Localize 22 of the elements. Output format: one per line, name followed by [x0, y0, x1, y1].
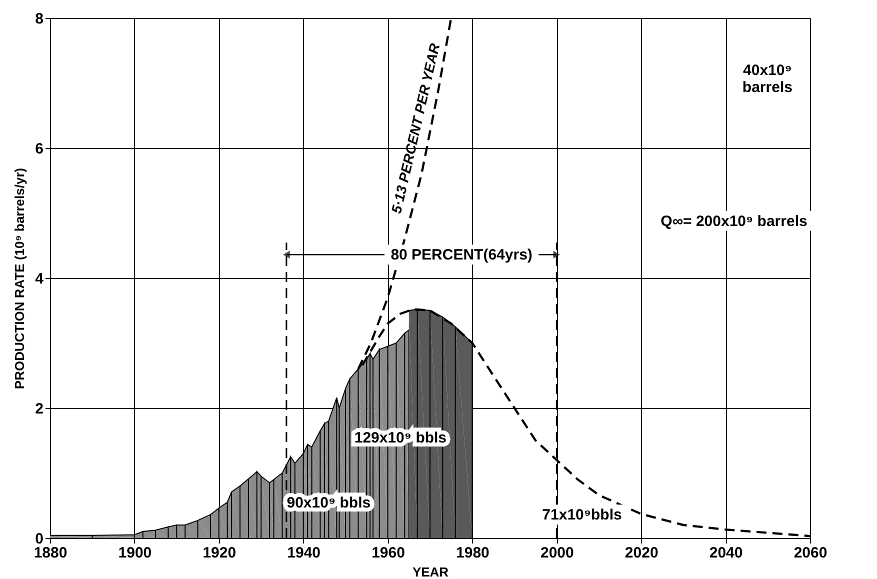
text: 5·13 PERCENT PER YEAR — [388, 40, 443, 215]
annotation: 71x10⁹bbls — [542, 506, 622, 524]
annotation: 40x10⁹ barrels — [742, 62, 792, 96]
y-tick-label: 4 — [35, 270, 44, 288]
x-tick-label: 2060 — [794, 544, 828, 562]
x-tick-label: 2040 — [709, 544, 743, 562]
y-axis-title: PRODUCTION RATE (10⁹ barrels/yr) — [12, 168, 28, 390]
annotation: 80 PERCENT(64yrs) — [390, 246, 532, 264]
x-tick-label: 1960 — [372, 544, 405, 562]
y-tick-label: 0 — [35, 530, 44, 548]
x-tick-label: 1920 — [202, 544, 236, 562]
x-tick-label: 1940 — [287, 544, 321, 562]
x-tick-label: 2000 — [540, 544, 574, 562]
y-tick-label: 6 — [35, 140, 44, 158]
x-axis-title: YEAR — [412, 564, 450, 579]
x-tick-label: 1900 — [118, 544, 152, 562]
y-tick-label: 8 — [35, 10, 44, 28]
y-tick-label: 2 — [35, 400, 44, 418]
x-tick-label: 1880 — [34, 544, 68, 562]
x-tick-label: 2020 — [624, 544, 658, 562]
x-tick-label: 1980 — [456, 544, 490, 562]
annotation: Q∞= 200x10⁹ barrels — [660, 212, 808, 230]
